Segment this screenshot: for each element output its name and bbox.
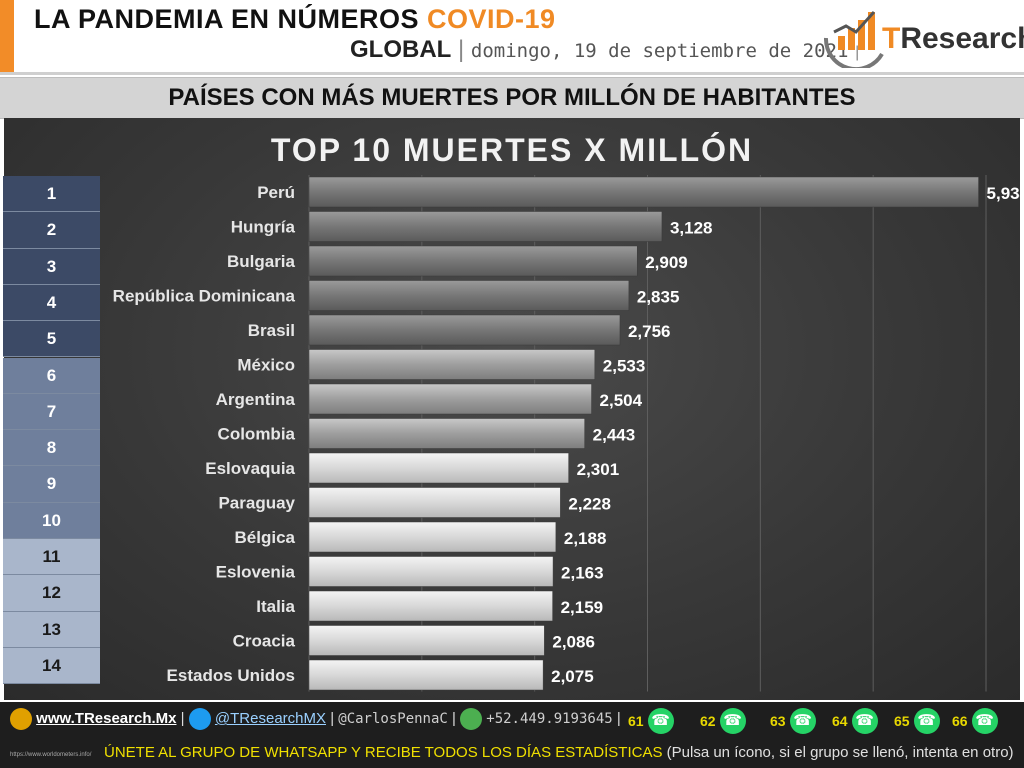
whatsapp-icon[interactable]: ☎ — [851, 708, 878, 734]
header-accent-bar — [0, 0, 14, 74]
whatsapp-group-button[interactable]: 64 ☎ — [832, 708, 878, 738]
whatsapp-icon[interactable]: ☎ — [913, 708, 940, 734]
whatsapp-group-button[interactable]: 66 ☎ — [952, 708, 998, 738]
group-number: 64 — [832, 713, 848, 729]
rank-cell: 1 — [3, 176, 100, 213]
whatsapp-icon[interactable]: ☎ — [971, 708, 998, 734]
whatsapp-group-button[interactable]: 65 ☎ — [894, 708, 940, 738]
group-number: 63 — [770, 713, 786, 729]
chart-title: TOP 10 MUERTES X MILLÓN — [270, 132, 754, 168]
group-number: 65 — [894, 713, 910, 729]
globe-icon — [10, 708, 32, 730]
title-accent: COVID-19 — [427, 4, 556, 34]
header: LA PANDEMIA EN NÚMEROS COVID-19 GLOBAL |… — [0, 0, 1024, 75]
rank-cell: 3 — [3, 248, 100, 285]
rank-cell: 11 — [3, 539, 100, 576]
rank-cell: 2 — [3, 212, 100, 249]
cta-note: (Pulsa un ícono, si el grupo se llenó, i… — [666, 744, 1014, 761]
whatsapp-icon[interactable]: ☎ — [647, 708, 674, 734]
banner-text: PAÍSES CON MÁS MUERTES POR MILLÓN DE HAB… — [168, 84, 856, 111]
phone-icon — [460, 708, 483, 730]
rank-cell: 8 — [3, 430, 100, 467]
page-title: LA PANDEMIA EN NÚMEROS COVID-19 — [34, 4, 556, 35]
rank-cell: 7 — [3, 393, 100, 431]
phone-text: +52.449.9193645 — [486, 710, 613, 727]
whatsapp-group-button[interactable]: 62 ☎ — [700, 708, 746, 738]
rank-cell: 4 — [3, 284, 100, 322]
group-number: 61 — [628, 713, 644, 729]
group-number: 62 — [700, 713, 716, 729]
scope-label: GLOBAL — [350, 36, 452, 63]
cta-text: ÚNETE AL GRUPO DE WHATSAPP Y RECIBE TODO… — [104, 744, 663, 761]
source-url: https://www.worldometers.info/ — [10, 752, 92, 758]
rank-cell: 6 — [3, 357, 100, 394]
rank-cell: 14 — [3, 647, 100, 685]
rank-cell: 9 — [3, 466, 100, 503]
header-divider — [0, 72, 1024, 75]
date-label: domingo, 19 de septiembre de 2021 — [470, 40, 849, 62]
rank-cell: 10 — [3, 502, 100, 539]
logo-text: TResearch — [882, 22, 1024, 55]
subtitle: GLOBAL | domingo, 19 de septiembre de 20… — [350, 36, 860, 63]
rank-cell: 13 — [3, 611, 100, 648]
footer-cta: ÚNETE AL GRUPO DE WHATSAPP Y RECIBE TODO… — [104, 744, 1014, 761]
whatsapp-group-button[interactable]: 61 ☎ — [628, 708, 674, 738]
whatsapp-group-button[interactable]: 63 ☎ — [770, 708, 816, 738]
twitter-icon — [188, 708, 211, 730]
website-link[interactable]: www.TResearch.Mx — [36, 709, 177, 727]
section-banner: PAÍSES CON MÁS MUERTES POR MILLÓN DE HAB… — [0, 77, 1024, 119]
handle-text: @CarlosPennaC — [338, 710, 448, 727]
chart-panel — [4, 118, 1020, 700]
rank-cell: 12 — [3, 575, 100, 612]
rank-cell: 5 — [3, 321, 100, 358]
whatsapp-icon[interactable]: ☎ — [719, 708, 746, 734]
twitter-link[interactable]: @TResearchMX — [214, 709, 327, 727]
whatsapp-icon[interactable]: ☎ — [789, 708, 816, 734]
footer-contact-line: www.TResearch.Mx | @TResearchMX | @Carlo… — [10, 708, 621, 730]
title-main: LA PANDEMIA EN NÚMEROS — [34, 4, 420, 34]
group-number: 66 — [952, 713, 968, 729]
tresearch-logo-icon — [823, 10, 884, 68]
